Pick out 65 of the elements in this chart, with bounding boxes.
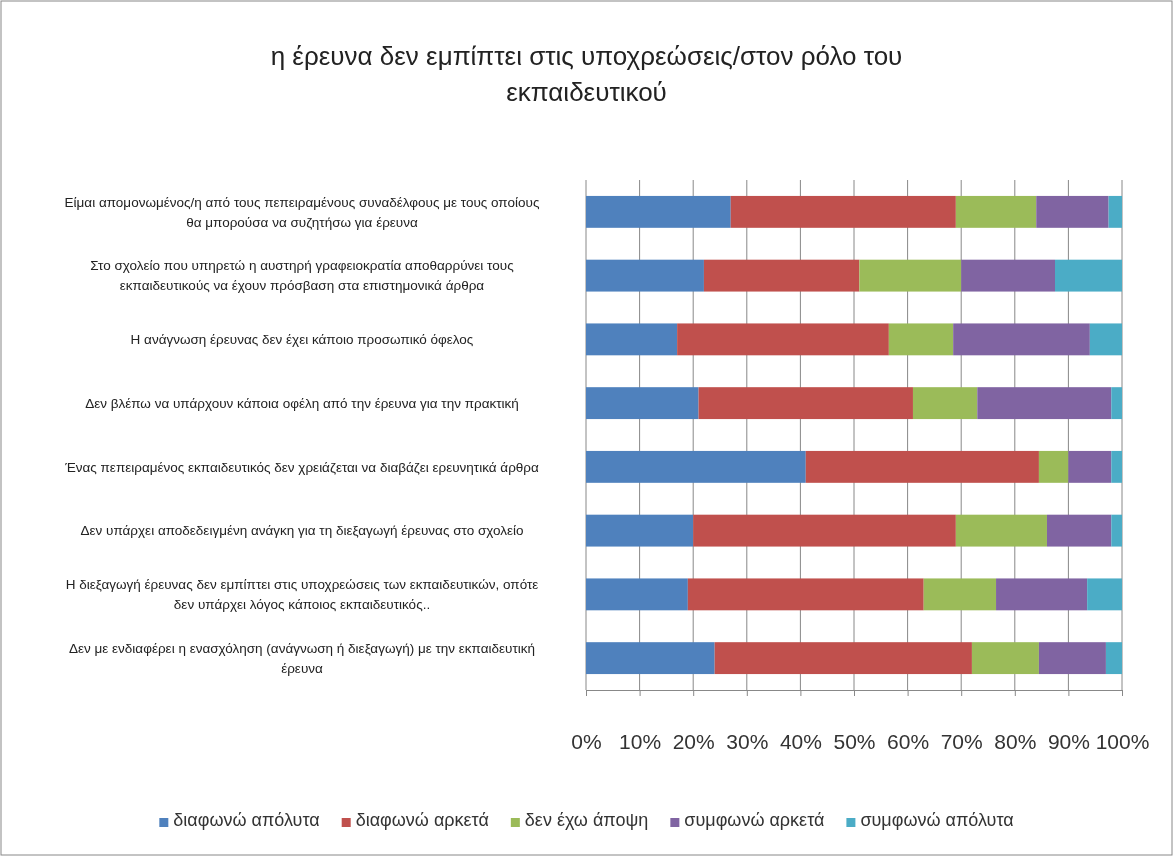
- bar: [1038, 450, 1069, 483]
- bar: [955, 514, 1047, 547]
- x-tick-label: 70%: [940, 730, 983, 754]
- bar: [586, 387, 699, 420]
- x-tick-label: 30%: [726, 730, 769, 754]
- bar: [1111, 387, 1122, 420]
- bar: [1105, 642, 1122, 675]
- bar: [586, 450, 806, 483]
- bar: [1111, 514, 1122, 547]
- bar: [1111, 450, 1122, 483]
- chart-title: η έρευνα δεν εμπίπτει στις υποχρεώσεις/στον ρόλο του εκπαιδευτικού: [270, 41, 903, 107]
- bar: [859, 259, 962, 292]
- y-tick-label: Δεν υπάρχει αποδεδειγμένη ανάγκη για τη διεξαγωγή έρευνας στο σχολείο: [80, 523, 524, 539]
- bar: [961, 259, 1055, 292]
- x-tick-label: 10%: [619, 730, 662, 754]
- bar: [586, 578, 688, 611]
- bar: [977, 387, 1112, 420]
- bar: [955, 195, 1037, 228]
- x-tick-label: 100%: [1095, 730, 1150, 754]
- bar: [714, 642, 972, 675]
- bar: [586, 642, 715, 675]
- bar: [1087, 578, 1122, 611]
- bar: [805, 450, 1039, 483]
- bar: [1089, 323, 1122, 356]
- bar: [923, 578, 997, 611]
- bar: [586, 195, 731, 228]
- y-tick-label: Η ανάγνωση έρευνας δεν έχει κάποιο προσωπικό όφελος: [130, 332, 474, 348]
- bar: [1038, 642, 1106, 675]
- x-tick-label: 0%: [571, 730, 602, 754]
- x-tick-label: 60%: [887, 730, 930, 754]
- bar: [1046, 514, 1112, 547]
- bar: [1068, 450, 1112, 483]
- bar: [677, 323, 889, 356]
- x-tick-label: 20%: [672, 730, 715, 754]
- bar: [586, 323, 678, 356]
- x-tick-label: 80%: [994, 730, 1037, 754]
- bar: [703, 259, 860, 292]
- legend-label: συμφωνώ αρκετά: [684, 810, 825, 830]
- bar: [996, 578, 1088, 611]
- bar: [687, 578, 924, 611]
- legend-label: διαφωνώ αρκετά: [355, 810, 489, 830]
- bar: [1108, 195, 1122, 228]
- x-tick-label: 50%: [833, 730, 876, 754]
- bar: [888, 323, 954, 356]
- y-tick-label: Στο σχολείο που υπηρετώ η αυστηρή γραφειοκρατία αποθαρρύνει τους εκπαιδευτικούς να έχουν πρόσβαση στα επιστημονικά άρθρα: [90, 258, 515, 294]
- y-tick-label: Η διεξαγωγή έρευνας δεν εμπίπτει στις υποχρεώσεις των εκπαιδευτικών, οπότε δεν υπάρχει λόγος κάποιος εκπαιδευτικός..: [65, 577, 539, 613]
- bar: [586, 514, 694, 547]
- x-tick-label: 90%: [1047, 730, 1090, 754]
- bar: [1036, 195, 1109, 228]
- legend-label: δεν έχω άποψη: [524, 810, 649, 830]
- y-tick-label: Δεν βλέπω να υπάρχουν κάποια οφέλη από την έρευνα για την πρακτική: [85, 395, 519, 411]
- bar: [586, 259, 704, 292]
- bar: [698, 387, 913, 420]
- bar: [693, 514, 956, 547]
- bar: [912, 387, 978, 420]
- legend-label: διαφωνώ απόλυτα: [173, 810, 320, 830]
- bar: [730, 195, 956, 228]
- y-tick-label: Ένας πεπειραμένος εκπαιδευτικός δεν χρειάζεται να διαβάζει ερευνητικά άρθρα: [64, 459, 540, 475]
- y-tick-label: Δεν με ενδιαφέρει η ενασχόληση (ανάγνωση ή διεξαγωγή) με την εκπαιδευτική έρευνα: [68, 640, 536, 676]
- bar: [953, 323, 1090, 356]
- bar: [1055, 259, 1122, 292]
- y-tick-label: Είμαι απομονωμένος/η από τους πεπειραμένους συναδέλφους με τους οποίους θα μπορούσα να συζητήσω για έρευνα: [64, 194, 540, 230]
- x-tick-label: 40%: [779, 730, 822, 754]
- legend-label: συμφωνώ απόλυτα: [860, 810, 1014, 830]
- bar: [971, 642, 1039, 675]
